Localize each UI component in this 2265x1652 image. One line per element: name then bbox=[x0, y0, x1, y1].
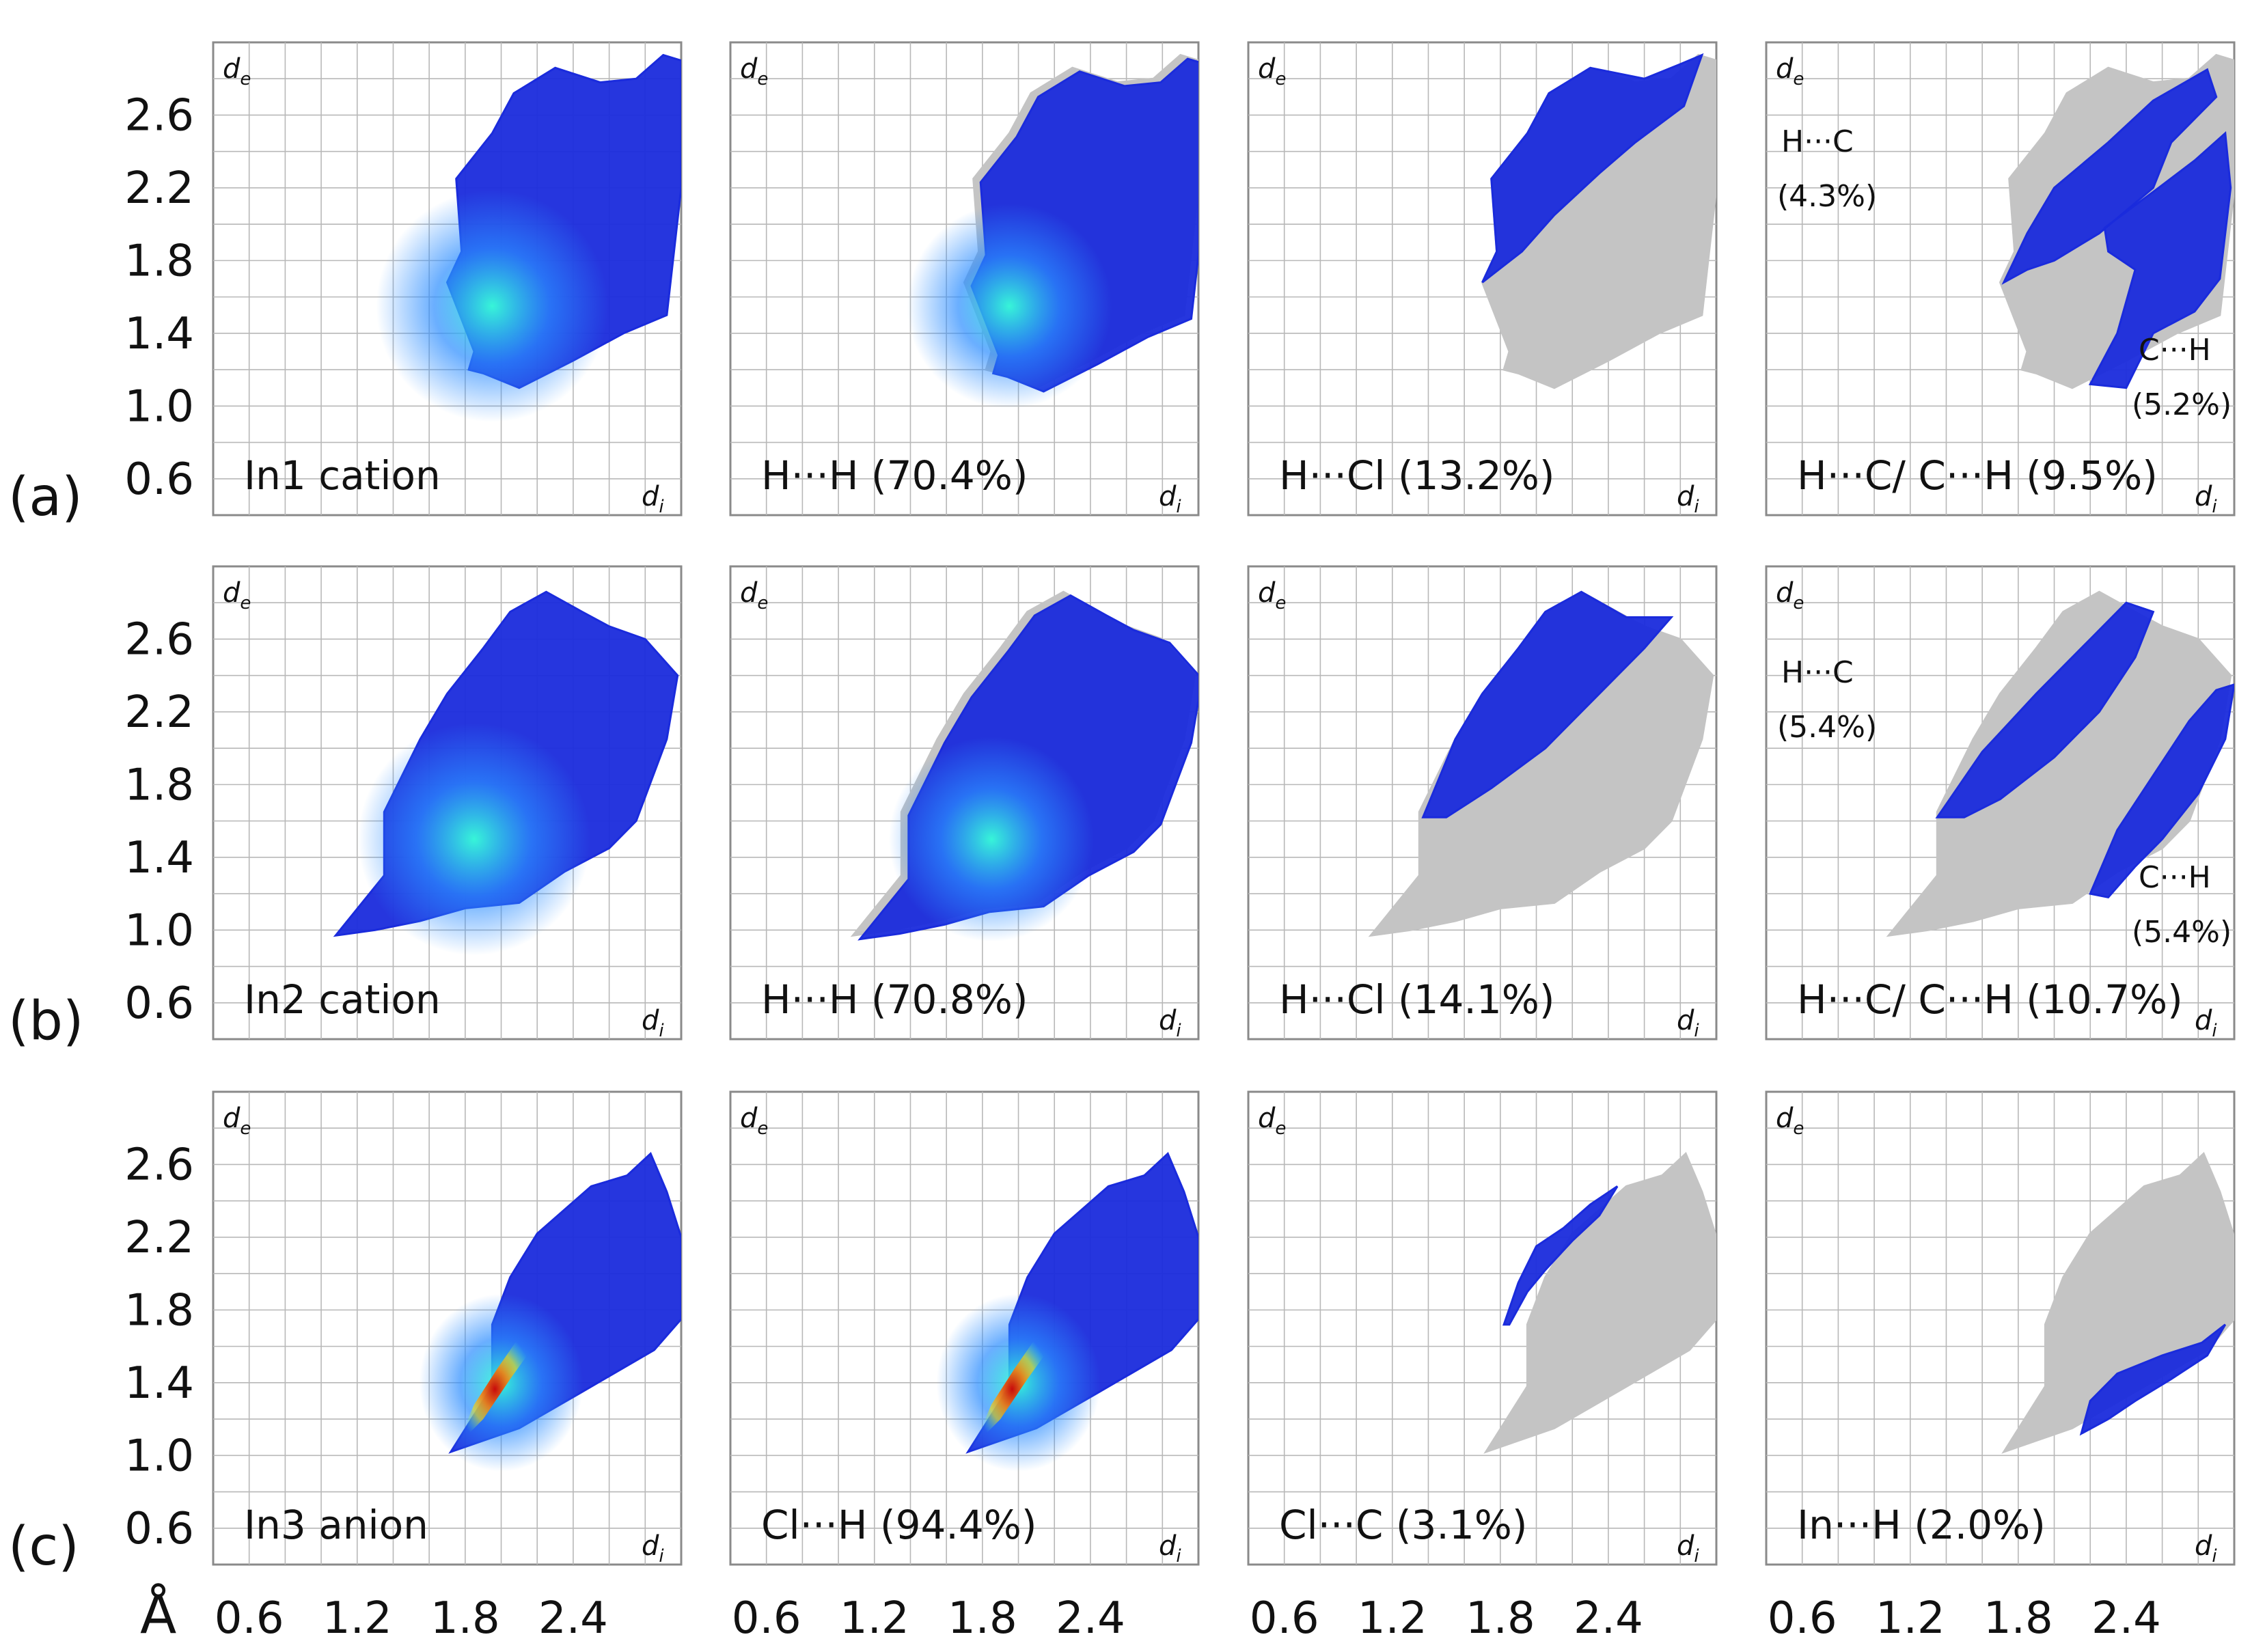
panel-contact-label: H···H (70.8%) bbox=[761, 976, 1028, 1023]
panel-contact-label: H···Cl (13.2%) bbox=[1279, 452, 1554, 499]
panel-contact-label: In1 cation bbox=[244, 452, 441, 499]
x-tick-label: 0.6 bbox=[215, 1593, 284, 1644]
y-tick-label: 1.0 bbox=[124, 381, 194, 432]
y-tick-label: 2.2 bbox=[124, 687, 194, 738]
x-tick-label: 0.6 bbox=[1250, 1593, 1319, 1644]
x-tick-label: 0.6 bbox=[732, 1593, 801, 1644]
panel-contact-label: Cl···C (3.1%) bbox=[1279, 1502, 1527, 1548]
fingerprint-peak-ridge bbox=[973, 1332, 1051, 1446]
x-tick-label: 1.8 bbox=[948, 1593, 1017, 1644]
y-tick-label: 2.6 bbox=[124, 90, 194, 141]
panel-contact-label: H···C/ C···H (10.7%) bbox=[1797, 976, 2183, 1023]
annotation-hc-percent: (5.4%) bbox=[1777, 710, 1877, 745]
y-tick-label: 1.0 bbox=[124, 1431, 194, 1481]
fingerprint-blue-region bbox=[1421, 590, 1674, 818]
y-tick-label: 1.8 bbox=[124, 760, 194, 810]
fingerprint-peak-ridge bbox=[456, 1332, 534, 1446]
annotation-ch-percent: (5.4%) bbox=[2132, 915, 2232, 950]
de-axis-label: de bbox=[1776, 53, 1804, 90]
panel-contact-label: In2 cation bbox=[244, 976, 441, 1023]
y-tick-label: 2.2 bbox=[124, 163, 194, 214]
annotation-ch-label: C···H bbox=[2139, 860, 2211, 895]
y-tick-label: 0.6 bbox=[124, 454, 194, 505]
annotation-hc-percent: (4.3%) bbox=[1777, 179, 1877, 214]
x-tick-label: 0.6 bbox=[1768, 1593, 1837, 1644]
de-axis-label: de bbox=[1258, 1103, 1286, 1139]
fingerprint-blue-region bbox=[2089, 683, 2234, 899]
fingerprint-density-glow bbox=[889, 736, 1095, 942]
y-tick-label: 1.4 bbox=[124, 833, 194, 883]
x-tick-label: 2.4 bbox=[2091, 1593, 2161, 1644]
y-tick-label: 1.8 bbox=[124, 236, 194, 286]
y-tick-label: 1.4 bbox=[124, 1358, 194, 1409]
x-tick-label: 2.4 bbox=[1056, 1593, 1125, 1644]
y-tick-label: 0.6 bbox=[124, 1504, 194, 1554]
fingerprint-blue-region bbox=[2088, 131, 2232, 389]
x-tick-label: 1.2 bbox=[840, 1593, 909, 1644]
x-tick-label: 1.2 bbox=[1876, 1593, 1945, 1644]
annotation-hc-label: H···C bbox=[1781, 124, 1854, 159]
panel-contact-label: H···Cl (14.1%) bbox=[1279, 976, 1554, 1023]
row-label: (c) bbox=[8, 1516, 79, 1578]
x-tick-label: 1.2 bbox=[322, 1593, 392, 1644]
x-tick-label: 2.4 bbox=[538, 1593, 608, 1644]
x-tick-label: 2.4 bbox=[1574, 1593, 1643, 1644]
fingerprint-density-glow bbox=[376, 189, 609, 422]
x-tick-label: 1.8 bbox=[1466, 1593, 1535, 1644]
y-tick-label: 0.6 bbox=[124, 978, 194, 1029]
de-axis-label: de bbox=[1776, 1103, 1804, 1139]
y-tick-label: 2.6 bbox=[124, 614, 194, 665]
panel-contact-label: In3 anion bbox=[244, 1502, 428, 1548]
fingerprint-blue-region bbox=[1481, 53, 1704, 284]
y-tick-label: 2.2 bbox=[124, 1213, 194, 1263]
row-label: (a) bbox=[8, 467, 83, 528]
panel-contact-label: H···H (70.4%) bbox=[761, 452, 1028, 499]
panel-contact-label: Cl···H (94.4%) bbox=[761, 1502, 1037, 1548]
x-tick-label: 1.8 bbox=[1983, 1593, 2053, 1644]
annotation-ch-percent: (5.2%) bbox=[2132, 387, 2232, 422]
annotation-ch-label: C···H bbox=[2139, 333, 2211, 368]
x-tick-label: 1.2 bbox=[1358, 1593, 1427, 1644]
fingerprint-blue-region bbox=[2079, 1323, 2227, 1436]
panel-contact-label: In···H (2.0%) bbox=[1797, 1502, 2046, 1548]
fingerprint-density-glow bbox=[907, 203, 1112, 409]
fingerprint-gray-region bbox=[1483, 1151, 1716, 1454]
y-tick-label: 1.0 bbox=[124, 905, 194, 956]
fingerprint-blue-region bbox=[1502, 1185, 1619, 1326]
y-tick-label: 2.6 bbox=[124, 1140, 194, 1190]
fingerprint-blue-region bbox=[1935, 601, 2155, 818]
y-tick-label: 1.4 bbox=[124, 309, 194, 359]
panel-contact-label: H···C/ C···H (9.5%) bbox=[1797, 452, 2158, 499]
panel-grid bbox=[1766, 1092, 2234, 1565]
annotation-hc-label: H···C bbox=[1781, 655, 1854, 690]
de-axis-label: de bbox=[740, 1103, 768, 1139]
fingerprint-density-glow bbox=[358, 723, 591, 956]
unit-label: Å bbox=[140, 1583, 176, 1646]
fingerprint-blue-region bbox=[2001, 68, 2218, 285]
x-tick-label: 1.8 bbox=[430, 1593, 500, 1644]
row-label: (b) bbox=[8, 991, 83, 1052]
y-tick-label: 1.8 bbox=[124, 1285, 194, 1336]
